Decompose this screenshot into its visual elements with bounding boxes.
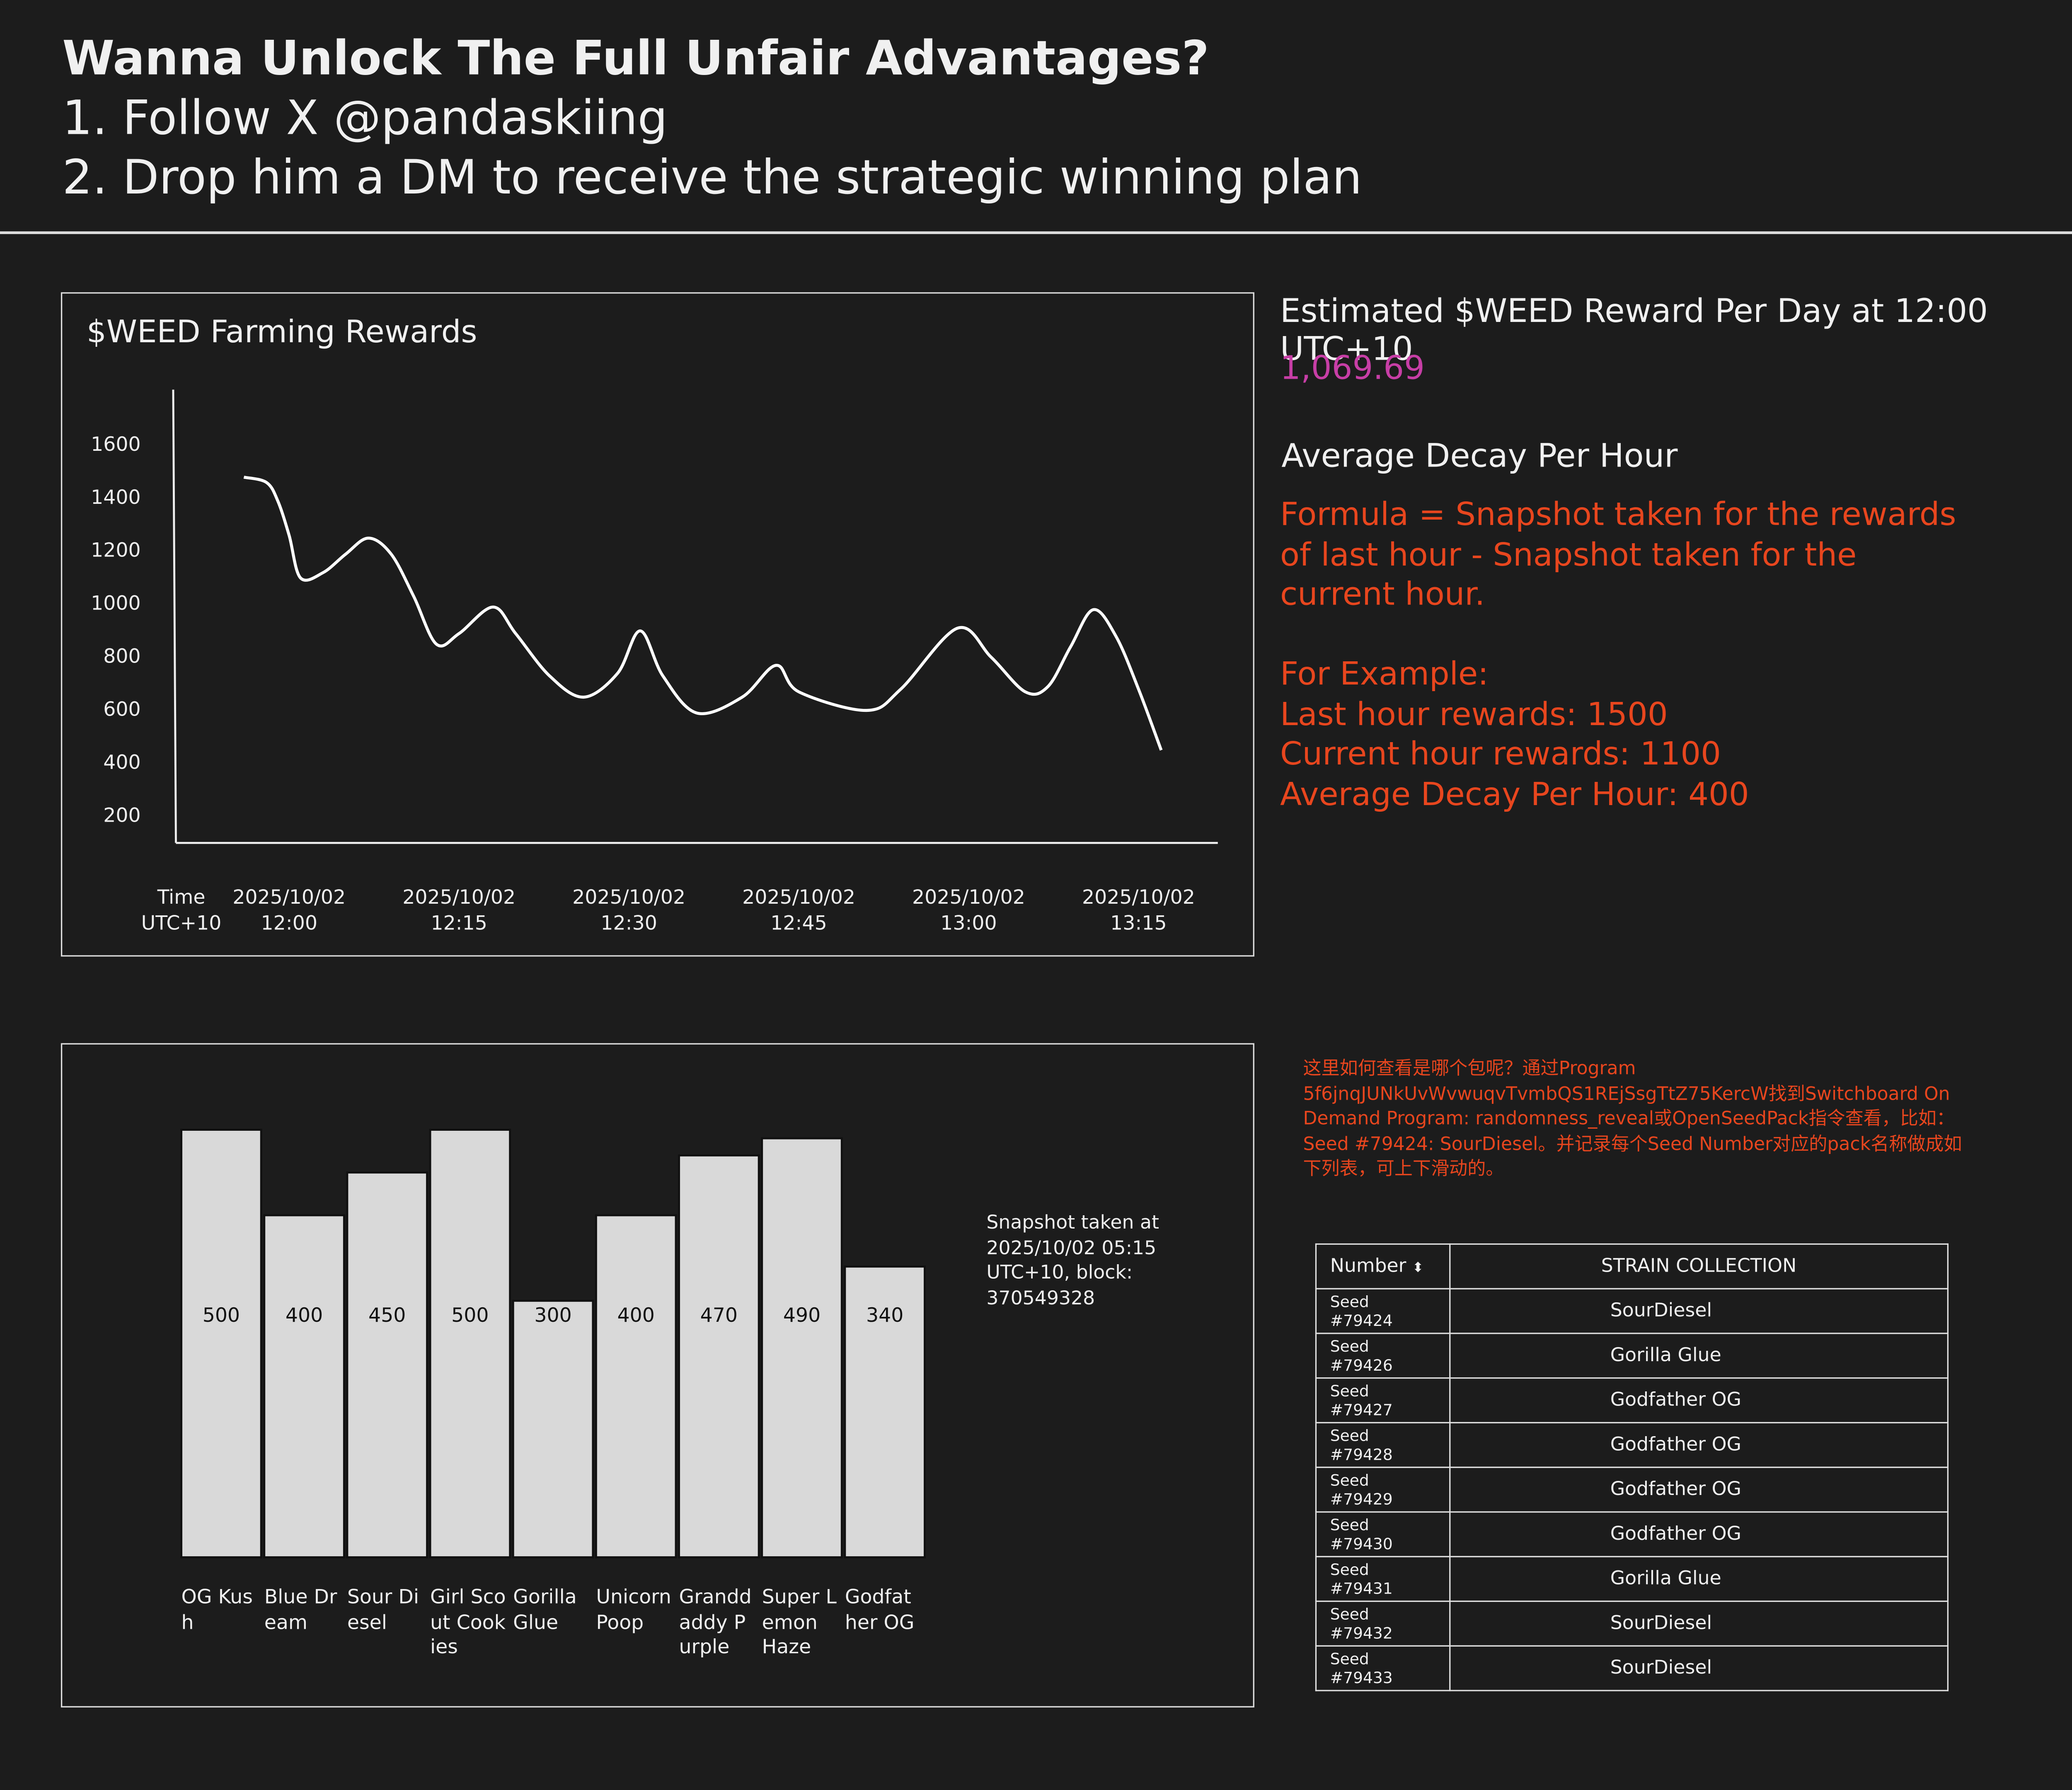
y-tick-label: 1200 [91, 539, 140, 562]
y-tick-label: 1000 [91, 592, 140, 615]
y-tick-label: 1400 [91, 486, 140, 509]
bar-value-label: 500 [203, 1304, 240, 1327]
table-cell: Godfather OG [1449, 1466, 1949, 1513]
table-row: Seed #79424 SourDiesel [1315, 1288, 1949, 1334]
header-cell: Number [1330, 1255, 1406, 1277]
bar [263, 1214, 345, 1558]
step: 1. Follow X @pandaskiing [62, 92, 668, 146]
reward-label: Estimated $WEED Reward Per Day at 12:00 … [1280, 292, 1988, 368]
table-cell: SourDiesel [1449, 1645, 1949, 1691]
bar-value-label: 490 [783, 1304, 821, 1327]
example: For Example: Last hour rewards: 1500 Cur… [1280, 655, 1749, 814]
annotation: Snapshot taken at 2025/10/02 05:15 UTC+1… [986, 1212, 1159, 1309]
table-cell: Seed #79427 [1315, 1377, 1451, 1424]
header-cell: STRAIN COLLECTION [1449, 1243, 1949, 1289]
y-tick-label: 400 [103, 751, 140, 774]
chart-title: $WEED Farming Rewards [86, 315, 477, 351]
bar [761, 1137, 843, 1558]
divider [0, 231, 2072, 234]
table-row: Seed #79431 Gorilla Glue [1315, 1556, 1949, 1602]
table-cell: Seed #79429 [1315, 1466, 1451, 1513]
bar-value-label: 400 [617, 1304, 655, 1327]
line-panel [61, 292, 1254, 957]
line-series [243, 476, 1163, 751]
x-tick-label: 2025/10/02 13:00 [912, 888, 1025, 934]
x-tick-label: 2025/10/02 12:30 [572, 888, 686, 934]
formula: Formula = Snapshot taken for the rewards… [1280, 495, 1956, 613]
table-cell: Godfather OG [1449, 1422, 1949, 1468]
table-cell: Seed #79431 [1315, 1556, 1451, 1602]
table-cell: SourDiesel [1449, 1288, 1949, 1334]
example-line: Current hour rewards: 1100 [1280, 735, 1721, 773]
table-row: Seed #79433 SourDiesel [1315, 1645, 1949, 1691]
bar-value-label: 400 [286, 1304, 323, 1327]
category-label: Girl Scout Cookies [430, 1587, 506, 1659]
step: 2. Drop him a DM to receive the strategi… [62, 151, 1362, 206]
bar-value-label: 340 [866, 1304, 903, 1327]
reward-value: 1,069.69 [1280, 349, 1425, 387]
y-axis [172, 389, 177, 843]
table-header: Number ⬍ STRAIN COLLECTION [1315, 1243, 1949, 1289]
y-tick-label: 800 [103, 645, 140, 668]
example-line: For Example: [1280, 655, 1489, 693]
decay-title: Average Decay Per Hour [1281, 437, 1678, 475]
headline: Wanna Unlock The Full Unfair Advantages? [62, 32, 1209, 87]
table-row: Seed #79432 SourDiesel [1315, 1600, 1949, 1647]
table-cell: Seed #79424 [1315, 1288, 1451, 1334]
strain-table: Number ⬍ STRAIN COLLECTION Seed #79424 So… [1315, 1243, 1949, 1691]
example-line: Last hour rewards: 1500 [1280, 694, 1668, 733]
table-body: Seed #79424 SourDiesel Seed #79426 Gorilla … [1315, 1288, 1949, 1691]
x-tick-label: 2025/10/02 12:00 [232, 888, 346, 934]
table-cell: Gorilla Glue [1449, 1556, 1949, 1602]
table-cell: Seed #79430 [1315, 1511, 1451, 1558]
bar [844, 1265, 926, 1558]
bar-panel [61, 1043, 1254, 1708]
table-cell: Seed #79426 [1315, 1333, 1451, 1379]
bar-value-label: 450 [368, 1304, 406, 1327]
sort-column[interactable]: Number ⬍ [1315, 1243, 1451, 1289]
table-row: Seed #79428 Godfather OG [1315, 1422, 1949, 1468]
table-cell: Seed #79432 [1315, 1600, 1451, 1647]
y-tick-label: 600 [103, 698, 140, 721]
y-tick-label: 200 [103, 804, 140, 827]
table-row: Seed #79429 Godfather OG [1315, 1466, 1949, 1513]
table-cell: Gorilla Glue [1449, 1333, 1949, 1379]
x-tick-label: 2025/10/02 12:15 [402, 888, 516, 934]
table-cell: Seed #79433 [1315, 1645, 1451, 1691]
table-cell: SourDiesel [1449, 1600, 1949, 1647]
category-label: Gorilla Glue [513, 1587, 577, 1634]
bar-value-label: 500 [451, 1304, 489, 1327]
table-row: Seed #79427 Godfather OG [1315, 1377, 1949, 1424]
x-tick-label: 2025/10/02 12:45 [742, 888, 855, 934]
table-row: Seed #79426 Gorilla Glue [1315, 1333, 1949, 1379]
table-cell: Godfather OG [1449, 1511, 1949, 1558]
example-line: Average Decay Per Hour: 400 [1280, 774, 1749, 813]
bar-value-label: 470 [700, 1304, 738, 1327]
bar [678, 1154, 760, 1558]
sort-icon: ⬍ [1412, 1261, 1424, 1276]
category-label: Super Lemon Haze [762, 1587, 837, 1659]
x-axis-label: Time UTC+10 [141, 888, 222, 934]
y-tick-label: 1600 [91, 433, 140, 456]
bar [512, 1299, 594, 1558]
bar-value-label: 300 [534, 1304, 571, 1327]
bar [429, 1129, 511, 1558]
category-label: Blue Dream [264, 1587, 337, 1634]
table-cell: Seed #79428 [1315, 1422, 1451, 1468]
x-tick-label: 2025/10/02 13:15 [1082, 888, 1195, 934]
category-label: OG Kush [181, 1587, 253, 1634]
table-cell: Godfather OG [1449, 1377, 1949, 1424]
category-label: Godfather OG [845, 1587, 915, 1634]
note: 这里如何查看是哪个包呢？通过Program 5f6jnqJUNkUvWvwuqv… [1303, 1058, 1962, 1180]
bar [595, 1214, 677, 1558]
category-label: Unicorn Poop [596, 1587, 671, 1634]
category-label: Sour Diesel [347, 1587, 419, 1634]
bar [180, 1129, 262, 1558]
bar [346, 1171, 428, 1558]
table-row: Seed #79430 Godfather OG [1315, 1511, 1949, 1558]
category-label: Granddaddy Purple [679, 1587, 752, 1659]
